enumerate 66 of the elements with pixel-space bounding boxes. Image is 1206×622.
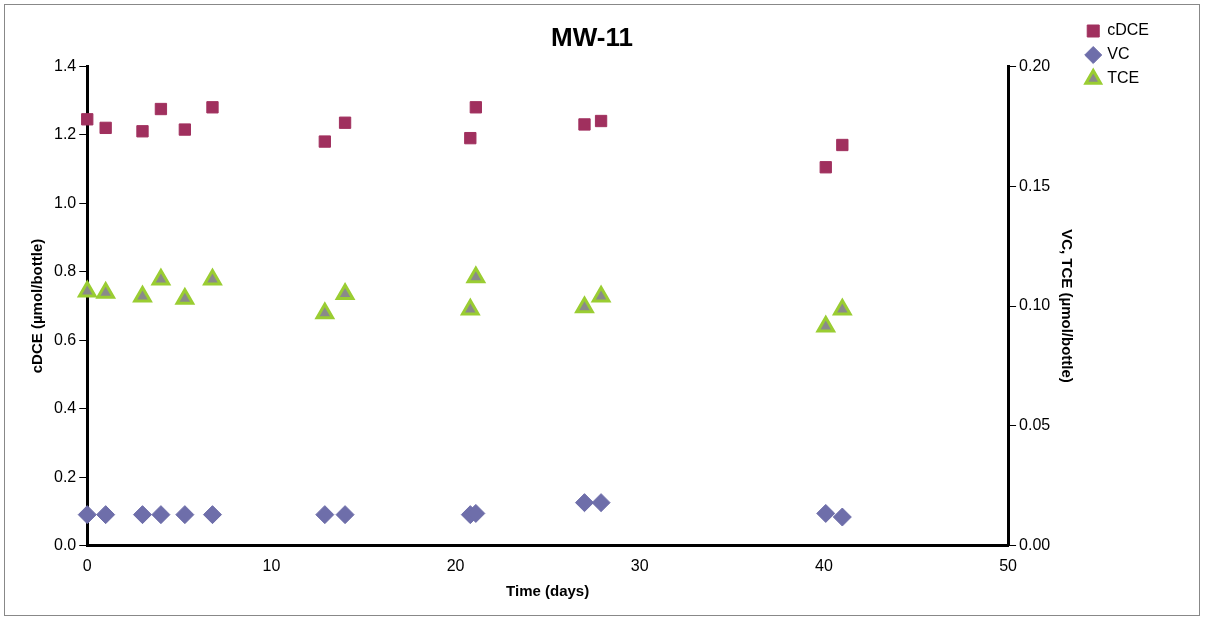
legend-label: TCE	[1107, 69, 1140, 87]
point	[132, 505, 152, 525]
point	[151, 505, 171, 525]
point	[318, 135, 331, 148]
point	[202, 505, 222, 525]
point	[96, 505, 116, 525]
point	[461, 299, 480, 316]
point	[151, 269, 171, 286]
point	[833, 299, 852, 316]
y-axis-title: cDCE (µmol/bottle)	[28, 238, 46, 374]
point	[315, 505, 335, 525]
point	[574, 493, 594, 513]
point	[206, 101, 219, 114]
point	[338, 116, 352, 129]
point	[96, 282, 115, 299]
point	[832, 507, 852, 527]
legend-label: VC	[1107, 45, 1130, 63]
point	[335, 283, 355, 301]
point	[591, 493, 611, 513]
y-tick-label: 0.8	[53, 262, 77, 280]
point	[591, 285, 611, 303]
x-tick-label: 20	[446, 556, 465, 574]
point	[77, 281, 97, 298]
y-tick-label: 1.2	[53, 125, 77, 143]
chart-title: MW-11	[551, 21, 633, 52]
point	[578, 118, 591, 131]
point	[178, 123, 192, 136]
point	[136, 125, 149, 138]
y-tick-label: 1.4	[53, 56, 77, 74]
point	[81, 113, 94, 126]
y-tick-label: 0.2	[53, 467, 77, 485]
point	[99, 121, 112, 135]
point	[175, 288, 195, 305]
point	[594, 114, 608, 128]
y-tick-label: 0.4	[53, 399, 77, 417]
y2-axis-title: VC, TCE (µmol/bottle)	[1059, 229, 1077, 383]
x-tick-label: 10	[262, 556, 281, 574]
y2-tick-label: 0.20	[1019, 56, 1051, 74]
x-tick-label: 0	[82, 556, 92, 574]
point	[816, 315, 836, 333]
y-tick-label: 1.0	[53, 193, 77, 211]
point	[575, 296, 594, 314]
point	[175, 505, 195, 525]
point	[154, 102, 168, 116]
point	[335, 505, 355, 525]
point	[203, 269, 222, 286]
point	[77, 505, 97, 525]
legend-label: cDCE	[1107, 21, 1149, 39]
point	[469, 101, 482, 114]
x-tick-label: 30	[630, 556, 649, 574]
point	[816, 503, 836, 523]
y2-tick-label: 0.10	[1019, 296, 1051, 314]
y-tick-label: 0.6	[53, 330, 77, 348]
y2-tick-label: 0.00	[1019, 536, 1051, 554]
x-tick-label: 50	[999, 556, 1018, 574]
y2-tick-label: 0.05	[1019, 416, 1051, 434]
y-tick-label: 0.0	[53, 536, 77, 554]
point	[133, 285, 152, 303]
point	[819, 161, 832, 174]
x-axis-title: Time (days)	[506, 582, 590, 600]
point	[464, 131, 477, 145]
y2-tick-label: 0.15	[1019, 176, 1051, 194]
point	[466, 266, 486, 284]
point	[315, 302, 335, 320]
point	[836, 138, 849, 152]
x-tick-label: 40	[815, 556, 833, 574]
